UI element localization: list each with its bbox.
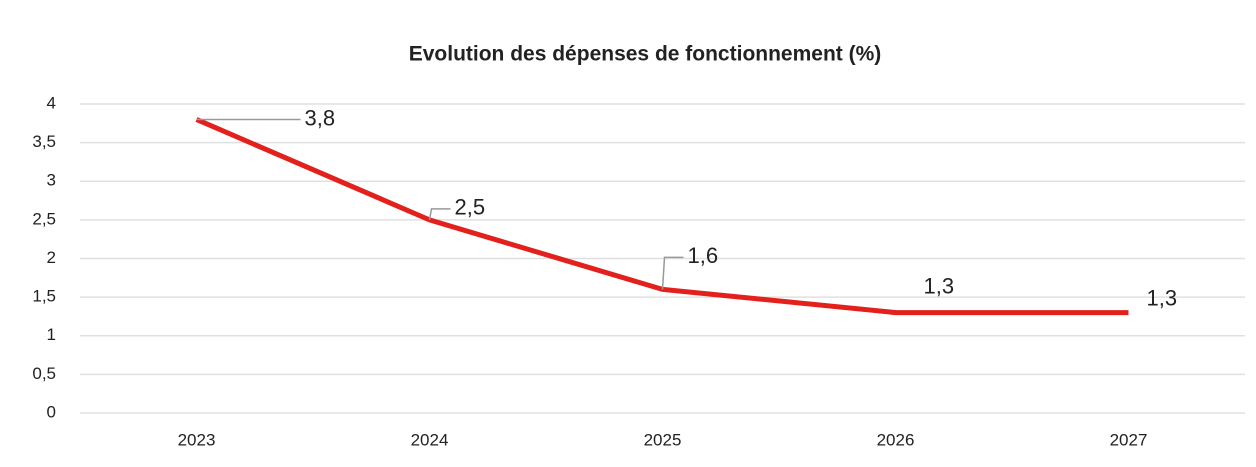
chart-title: Evolution des dépenses de fonctionnement… [409, 43, 882, 66]
data-label: 1,3 [1147, 285, 1178, 310]
y-tick-label: 3 [47, 171, 56, 190]
data-label: 3,8 [305, 105, 336, 130]
data-label: 1,6 [688, 243, 719, 268]
y-tick-label: 2,5 [32, 209, 56, 228]
leader-line [428, 208, 451, 221]
y-tick-label: 3,5 [32, 132, 56, 151]
y-tick-label: 1,5 [32, 287, 56, 306]
data-label: 2,5 [455, 195, 486, 220]
y-tick-label: 0,5 [32, 364, 56, 383]
x-tick-label: 2023 [178, 430, 216, 449]
y-tick-label: 4 [47, 93, 56, 112]
x-tick-label: 2025 [644, 430, 682, 449]
x-tick-label: 2026 [877, 430, 915, 449]
y-tick-label: 1 [47, 325, 56, 344]
leader-line [661, 256, 684, 290]
y-tick-label: 2 [47, 248, 56, 267]
x-tick-label: 2027 [1110, 430, 1148, 449]
y-tick-label: 0 [47, 402, 56, 421]
data-label: 1,3 [924, 273, 955, 298]
x-tick-label: 2024 [411, 430, 449, 449]
